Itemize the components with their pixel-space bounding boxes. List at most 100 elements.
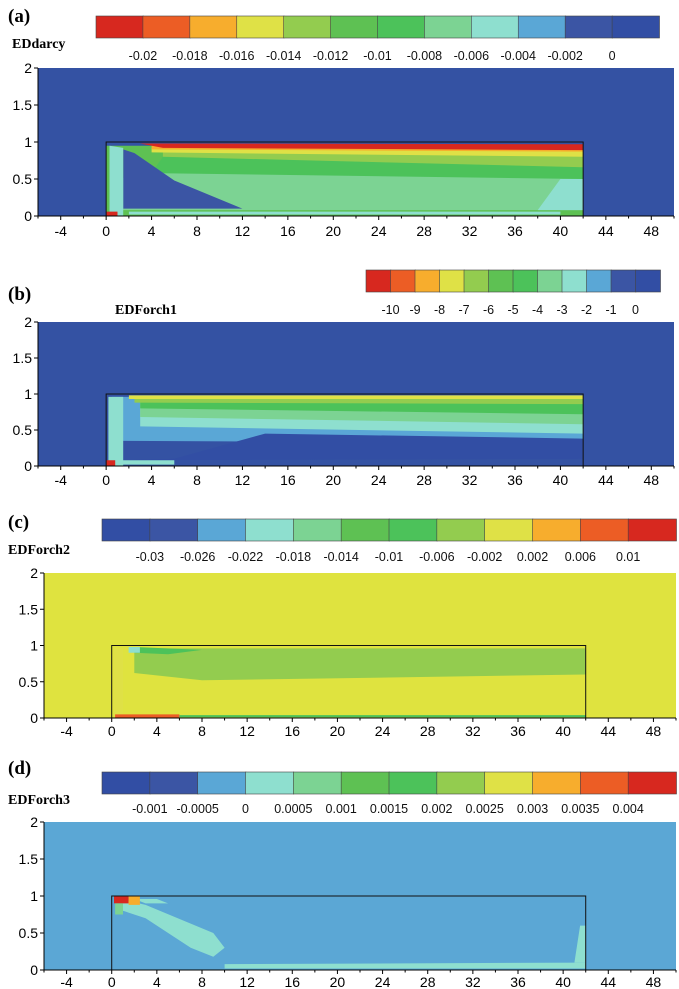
x-tick-label: 0 (108, 723, 116, 739)
colorbar-swatch (439, 269, 465, 293)
x-tick-label: -4 (54, 223, 67, 239)
contour-band (109, 145, 124, 216)
x-tick-label: 16 (284, 974, 300, 989)
x-tick-label: 24 (375, 723, 391, 739)
colorbar-tick-label: 0 (609, 49, 616, 63)
colorbar-swatch (635, 269, 661, 293)
colorbar-tick-label: -0.006 (454, 49, 489, 63)
x-tick-label: 16 (280, 223, 296, 239)
x-tick-label: 44 (598, 223, 614, 239)
x-tick-label: 24 (371, 223, 387, 239)
colorbar-swatch (388, 518, 438, 542)
x-tick-label: 40 (555, 974, 571, 989)
x-tick-label: 44 (600, 723, 616, 739)
colorbar-swatch (424, 15, 473, 39)
colorbar-swatch (627, 518, 677, 542)
colorbar-swatch (388, 771, 438, 795)
contour-band (114, 896, 129, 904)
colorbar-tick-label: -0.0005 (176, 802, 218, 816)
contour-band (106, 211, 118, 216)
contour-band (108, 396, 124, 466)
x-tick-label: 36 (507, 472, 523, 488)
x-tick-label: 16 (284, 723, 300, 739)
colorbar-tick-label: 0.006 (565, 550, 596, 564)
contour-band (123, 433, 584, 461)
x-tick-label: 0 (102, 472, 110, 488)
x-tick-label: 44 (600, 974, 616, 989)
y-tick-label: 1.5 (19, 601, 39, 617)
colorbar-swatch (414, 269, 441, 293)
colorbar-tick-label: -4 (532, 303, 543, 317)
x-tick-label: -4 (54, 472, 67, 488)
colorbar-tick-label: 0 (632, 303, 639, 317)
panel-c: (c)EDForch2 -0.03 -0.026 -0.022 -0.018 -0.014… (8, 512, 677, 739)
colorbar-tick-label: 0.0025 (466, 802, 504, 816)
colorbar-swatch (95, 15, 144, 39)
x-tick-label: 28 (420, 723, 436, 739)
x-tick-label: 12 (235, 472, 251, 488)
y-tick-label: 2 (24, 314, 32, 330)
colorbar-swatch (101, 771, 151, 795)
panel-a: (a)EDdarcy-0.02 -0.018 -0.016 -0.014 -0.012-… (8, 6, 675, 239)
colorbar-swatch (149, 771, 199, 795)
contour-band (117, 460, 175, 465)
colorbar-tick-label: -0.01 (363, 49, 392, 63)
x-tick-label: 36 (507, 223, 523, 239)
colorbar-tick-label: 0.002 (517, 550, 548, 564)
contour-band (179, 715, 586, 718)
y-tick-label: 1.5 (19, 851, 39, 867)
x-tick-label: 20 (330, 723, 346, 739)
x-tick-label: 20 (325, 223, 341, 239)
colorbar-swatch (532, 771, 582, 795)
colorbar-swatch (236, 15, 285, 39)
colorbar-tick-label: 0 (242, 802, 249, 816)
x-tick-label: 32 (462, 472, 478, 488)
x-tick-label: 8 (193, 472, 201, 488)
x-tick-label: 44 (598, 472, 614, 488)
colorbar-swatch (512, 269, 539, 293)
x-tick-label: 48 (643, 223, 659, 239)
x-tick-label: 20 (325, 472, 341, 488)
x-tick-label: 40 (553, 472, 569, 488)
colorbar-tick-label: -0.01 (375, 550, 404, 564)
colorbar-swatch (390, 269, 416, 293)
colorbar-tick-label: -2 (581, 303, 592, 317)
contour-band (114, 648, 123, 718)
colorbar-swatch (189, 15, 238, 39)
colorbar-swatch (245, 771, 295, 795)
x-tick-label: 32 (462, 223, 478, 239)
contour-band (134, 899, 169, 904)
y-tick-label: 2 (24, 60, 32, 76)
x-tick-label: 40 (555, 723, 571, 739)
colorbar-swatch (436, 518, 486, 542)
y-tick-label: 2 (30, 814, 38, 830)
colorbar-swatch (586, 269, 612, 293)
y-tick-label: 0 (30, 710, 38, 726)
colorbar-swatch (517, 15, 566, 39)
x-tick-label: 24 (375, 974, 391, 989)
y-tick-label: 0 (24, 208, 32, 224)
contour-field (111, 896, 586, 970)
contour-band (134, 648, 586, 681)
contour-band (574, 925, 586, 963)
contour-band (224, 962, 586, 969)
colorbar-tick-label: -9 (409, 303, 420, 317)
colorbar-swatch (245, 518, 295, 542)
colorbar-swatch (484, 518, 534, 542)
colorbar-tick-label: 0.01 (616, 550, 640, 564)
contour-field (106, 142, 584, 216)
colorbar-tick-label: 0.0005 (274, 802, 312, 816)
colorbar-tick-label: -0.004 (501, 49, 536, 63)
x-tick-label: 48 (643, 472, 659, 488)
colorbar-swatch (293, 771, 342, 795)
panel-b: (b)EDForch1 -10 -9 -8 -7 -6 -5 -4 -3 -2 -1 000.511.… (8, 269, 675, 488)
y-tick-label: 1 (30, 888, 38, 904)
colorbar-swatch (377, 15, 426, 39)
colorbar-tick-label: -6 (483, 303, 494, 317)
variable-name: EDForch3 (8, 793, 70, 808)
x-tick-label: 12 (235, 223, 251, 239)
colorbar-swatch (283, 15, 332, 39)
x-tick-label: 40 (553, 223, 569, 239)
contour-band (537, 179, 584, 211)
contour-band (140, 143, 584, 151)
